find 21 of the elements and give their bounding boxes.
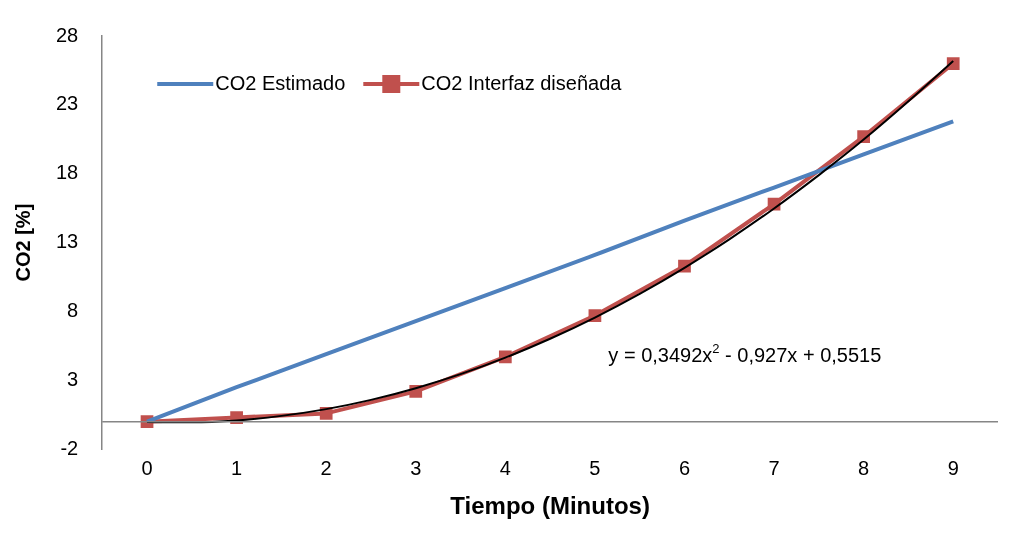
y-tick-label: 8 — [67, 298, 79, 321]
x-tick-label: 4 — [499, 456, 511, 479]
legend-label: CO2 Estimado — [215, 71, 346, 94]
y-axis-title: CO2 [%] — [11, 203, 34, 282]
x-tick-label: 0 — [141, 456, 153, 479]
y-tick-label: 13 — [56, 230, 79, 253]
x-tick-label: 3 — [410, 456, 422, 479]
y-tick-label: -2 — [60, 436, 79, 459]
x-tick-label: 1 — [231, 456, 243, 479]
x-tick-label: 2 — [320, 456, 332, 479]
x-tick-label: 8 — [858, 456, 870, 479]
x-tick-label: 5 — [589, 456, 601, 479]
y-tick-label: 3 — [67, 367, 79, 390]
x-tick-label: 6 — [678, 456, 691, 479]
y-tick-label: 28 — [56, 23, 79, 46]
x-tick-label: 9 — [947, 456, 959, 479]
y-tick-label: 18 — [56, 161, 79, 184]
x-axis-title: Tiempo (Minutos) — [450, 492, 650, 520]
x-tick-label: 7 — [768, 456, 780, 479]
legend-label: CO2 Interfaz diseñada — [421, 71, 623, 94]
y-tick-label: 23 — [56, 92, 79, 115]
